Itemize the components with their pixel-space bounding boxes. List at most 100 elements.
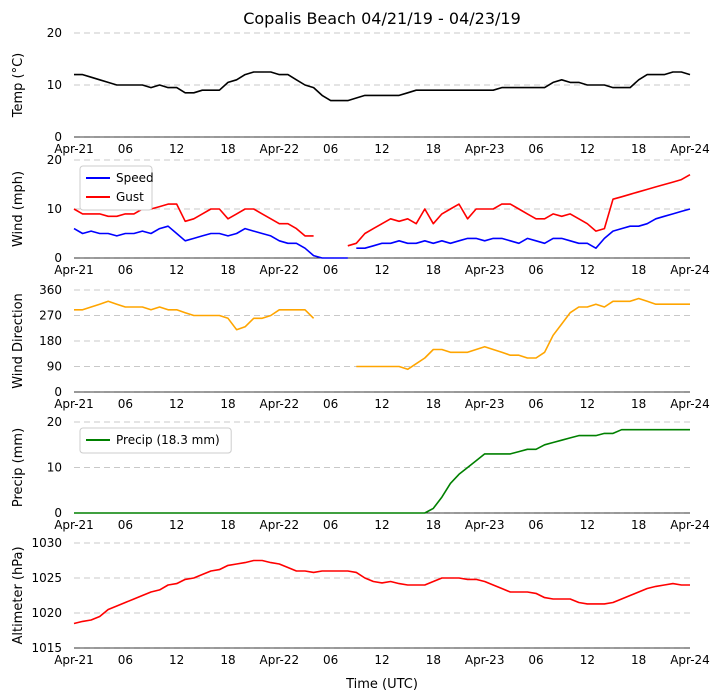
panel-precip: 0 10 20 Apr-21 06 12 18 Apr-22 06 12 18 Apr-23 06 12 1…: [11, 415, 710, 532]
x-tick-label: Apr-22: [260, 518, 300, 532]
x-tick-label: 12: [580, 653, 595, 667]
y-tick-label: 270: [39, 309, 62, 323]
panel-temp: 0 10 20 Apr-21 06 12 18 Apr-22 06 12 18 Apr-23 06 12 1…: [11, 26, 710, 156]
y-tick-label: 0: [54, 251, 62, 265]
x-tick-label: 12: [169, 142, 184, 156]
x-tick-label: Apr-21: [54, 653, 94, 667]
x-tick-label: Apr-23: [465, 142, 505, 156]
x-tick-label: 12: [374, 653, 389, 667]
x-tick-label: 12: [580, 397, 595, 411]
x-tick-label: 12: [580, 142, 595, 156]
x-tick-label: 18: [631, 263, 646, 277]
x-tick-label: Apr-22: [260, 653, 300, 667]
y-axis-label-wind_direction: Wind Direction: [11, 293, 26, 389]
x-tick-label: 06: [528, 142, 543, 156]
x-tick-label: 12: [374, 397, 389, 411]
x-tick-label: 12: [374, 142, 389, 156]
x-tick-label: 18: [220, 263, 235, 277]
x-tick-label: 12: [169, 397, 184, 411]
panel-wind: 0 10 20 Apr-21 06 12 18 Apr-22 06 12 18 Apr-23 06 12 1…: [11, 153, 710, 277]
x-tick-label: Apr-21: [54, 397, 94, 411]
legend-precip: Precip (18.3 mm): [79, 427, 232, 454]
figure-title: Copalis Beach 04/21/19 - 04/23/19: [243, 9, 521, 28]
x-tick-label: Apr-22: [260, 397, 300, 411]
x-tick-label: 06: [118, 142, 133, 156]
x-tick-label: 06: [323, 653, 338, 667]
y-tick-label: 1025: [31, 571, 62, 585]
x-tick-label: 06: [528, 518, 543, 532]
legend-box: [79, 427, 232, 454]
x-tick-label: 06: [528, 397, 543, 411]
x-tick-label: 06: [528, 653, 543, 667]
y-axis-label-altimeter: Altimeter (hPa): [11, 546, 26, 644]
x-axis-label: Time (UTC): [345, 677, 418, 692]
x-tick-label: 12: [580, 518, 595, 532]
x-tick-label: Apr-23: [465, 653, 505, 667]
y-tick-label: 10: [47, 78, 62, 92]
x-tick-label: Apr-24: [670, 263, 710, 277]
y-tick-label: 20: [47, 153, 62, 167]
legend-wind: Speed Gust: [79, 165, 154, 211]
y-tick-label: 20: [47, 26, 62, 40]
x-tick-label: 12: [580, 263, 595, 277]
x-tick-label: 12: [374, 263, 389, 277]
x-tick-label: 18: [631, 397, 646, 411]
x-tick-label: Apr-22: [260, 263, 300, 277]
y-axis-label-temp: Temp (°C): [11, 53, 26, 119]
y-tick-label: 20: [47, 415, 62, 429]
y-tick-label: 10: [47, 461, 62, 475]
x-tick-label: 06: [118, 518, 133, 532]
x-tick-label: 18: [426, 518, 441, 532]
x-tick-label: 18: [220, 518, 235, 532]
y-axis-label-wind: Wind (mph): [11, 171, 26, 247]
x-tick-label: 06: [323, 518, 338, 532]
x-tick-label: 06: [118, 653, 133, 667]
x-tick-label: 12: [169, 263, 184, 277]
x-tick-label: 18: [631, 518, 646, 532]
panel-altimeter: 1015 1020 1025 1030 Apr-21 06 12 18 Apr-22 06 12 18…: [11, 536, 710, 667]
legend-label: Precip (18.3 mm): [116, 433, 220, 447]
x-tick-label: 18: [426, 142, 441, 156]
x-tick-label: 12: [374, 518, 389, 532]
x-tick-label: 18: [631, 142, 646, 156]
x-tick-label: 18: [631, 653, 646, 667]
y-tick-label: 1015: [31, 641, 62, 655]
x-tick-label: 18: [426, 653, 441, 667]
x-tick-label: 18: [220, 653, 235, 667]
x-tick-label: Apr-24: [670, 653, 710, 667]
x-tick-label: 06: [323, 142, 338, 156]
y-axis-label-precip: Precip (mm): [11, 428, 26, 507]
x-tick-label: Apr-24: [670, 397, 710, 411]
x-tick-label: 06: [323, 397, 338, 411]
x-tick-label: Apr-23: [465, 397, 505, 411]
y-tick-label: 90: [47, 360, 62, 374]
x-tick-label: 12: [169, 653, 184, 667]
x-tick-label: 06: [323, 263, 338, 277]
y-tick-label: 360: [39, 283, 62, 297]
x-tick-label: 18: [426, 263, 441, 277]
x-tick-label: 18: [220, 142, 235, 156]
y-tick-label: 180: [39, 334, 62, 348]
x-tick-label: 06: [528, 263, 543, 277]
x-tick-label: Apr-23: [465, 518, 505, 532]
x-tick-label: Apr-24: [670, 518, 710, 532]
x-tick-label: Apr-24: [670, 142, 710, 156]
x-tick-label: Apr-22: [260, 142, 300, 156]
x-tick-label: Apr-21: [54, 142, 94, 156]
x-tick-label: 18: [426, 397, 441, 411]
legend-label: Speed: [116, 171, 154, 185]
x-tick-label: Apr-21: [54, 263, 94, 277]
panel-wind_direction: 0 90 180 270 360 Apr-21 06 12 18 Apr-22 06 12 18 Apr-…: [11, 283, 710, 411]
y-tick-label: 0: [54, 130, 62, 144]
x-tick-label: 12: [169, 518, 184, 532]
x-tick-label: 06: [118, 397, 133, 411]
y-tick-label: 1030: [31, 536, 62, 550]
legend-label: Gust: [116, 190, 144, 204]
x-tick-label: Apr-21: [54, 518, 94, 532]
x-tick-label: 18: [220, 397, 235, 411]
x-tick-label: Apr-23: [465, 263, 505, 277]
y-tick-label: 1020: [31, 606, 62, 620]
y-tick-label: 10: [47, 202, 62, 216]
x-tick-label: 06: [118, 263, 133, 277]
